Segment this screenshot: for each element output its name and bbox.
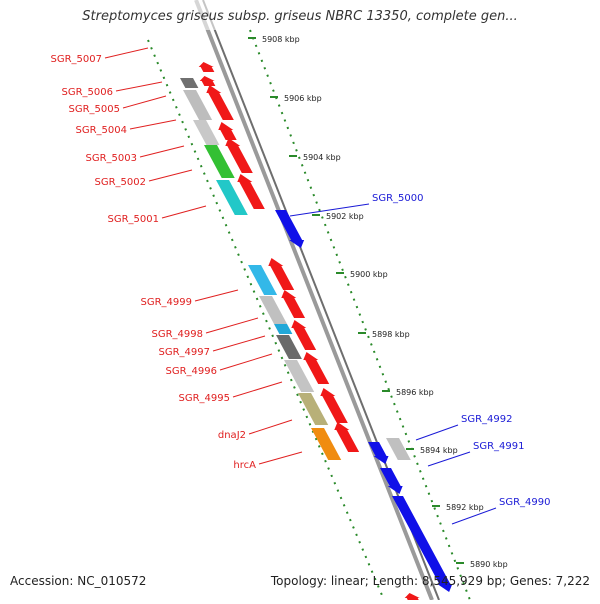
gene-arrow-forward (268, 258, 295, 290)
label-leader-forward (161, 205, 207, 219)
gene-label-forward: SGR_4998 (152, 329, 204, 340)
gene-label-reverse: SGR_4990 (499, 497, 551, 508)
ruler-tick-label: 5896 kbp (396, 388, 434, 397)
label-leader-forward (104, 47, 149, 59)
gene-label-forward: SGR_4996 (166, 366, 218, 377)
label-leader-forward (232, 381, 283, 398)
label-leader-forward (148, 169, 193, 182)
label-leader-reverse (289, 203, 370, 217)
gene-label-forward: SGR_5003 (86, 153, 138, 164)
ruler-tick-label: 5900 kbp (350, 270, 388, 279)
gene-label-forward: SGR_4997 (159, 347, 211, 358)
gene-arrow-forward (303, 352, 330, 384)
gene-box (274, 324, 293, 334)
ruler-tick-label: 5890 kbp (470, 560, 508, 569)
ruler-tick-label: 5906 kbp (284, 94, 322, 103)
gene-arrow-forward (237, 174, 265, 209)
gene-arrow-forward (291, 320, 317, 350)
label-leader-forward (129, 119, 177, 130)
gene-label-forward: SGR_5005 (69, 104, 121, 115)
gene-box (216, 180, 248, 215)
gene-label-forward: hrcA (233, 460, 256, 471)
label-leader-forward (122, 95, 167, 109)
gene-box (284, 360, 315, 392)
gene-arrow-forward (320, 388, 348, 423)
ruler-tick-label: 5908 kbp (262, 35, 300, 44)
ruler-tick-label: 5894 kbp (420, 446, 458, 455)
label-leader-reverse (415, 424, 459, 441)
backbone-line (194, 0, 434, 601)
gene-label-forward: SGR_4995 (179, 393, 231, 404)
gene-box (180, 78, 199, 88)
gene-box (193, 120, 220, 145)
gene-arrow-reverse (392, 496, 453, 592)
gene-label-forward: SGR_5001 (108, 214, 160, 225)
gene-arrow-forward (218, 122, 237, 140)
gene-label-reverse: SGR_4992 (461, 414, 513, 425)
gene-box (248, 265, 278, 295)
label-leader-forward (115, 81, 163, 92)
ruler-tick-label: 5902 kbp (326, 212, 364, 221)
ruler-tick-label: 5904 kbp (303, 153, 341, 162)
label-leader-forward (194, 289, 239, 302)
genome-title: Streptomyces griseus subsp. griseus NBRC… (82, 9, 518, 24)
gene-arrow-forward (334, 422, 360, 452)
gene-label-forward: SGR_5002 (95, 177, 147, 188)
gene-arrow-forward (281, 290, 306, 318)
gene-arrow-forward (404, 593, 421, 603)
label-leader-forward (219, 353, 273, 371)
gene-label-forward: SGR_5007 (51, 54, 103, 65)
gene-label-forward: SGR_5004 (76, 125, 128, 136)
gene-arrow-forward (198, 62, 215, 72)
gene-box (276, 335, 302, 359)
label-leader-reverse (427, 451, 471, 467)
ruler-tick-label: 5898 kbp (372, 330, 410, 339)
gene-arrow-reverse (275, 210, 305, 248)
gene-box (298, 393, 329, 425)
gene-box (386, 438, 411, 460)
gene-box (259, 296, 288, 324)
gene-label-forward: SGR_4999 (141, 297, 193, 308)
gene-box (311, 428, 342, 460)
label-leader-forward (258, 451, 303, 465)
ruler-line-left (147, 39, 385, 601)
label-leader-forward (212, 335, 266, 352)
ruler-line-right (249, 29, 471, 601)
gene-box (183, 90, 213, 120)
title-fade (190, 0, 220, 30)
label-leader-forward (248, 419, 293, 435)
gene-arrow-forward (199, 76, 216, 86)
accession-label: Accession: NC_010572 (10, 574, 147, 588)
gene-label-forward: SGR_5006 (62, 87, 114, 98)
gene-arrow-forward (206, 85, 234, 120)
gene-label-reverse: SGR_5000 (372, 193, 424, 204)
gene-box (204, 145, 235, 178)
label-leader-forward (139, 145, 185, 158)
gene-arrow-reverse (368, 442, 389, 464)
ruler-tick-label: 5892 kbp (446, 503, 484, 512)
gene-label-forward: dnaJ2 (218, 430, 246, 441)
gene-label-reverse: SGR_4991 (473, 441, 525, 452)
label-leader-reverse (451, 507, 497, 525)
gene-arrow-reverse (380, 468, 403, 494)
genome-summary: Topology: linear; Length: 8,545,929 bp; … (270, 574, 590, 588)
gene-arrow-forward (225, 138, 253, 173)
label-leader-forward (205, 317, 259, 334)
